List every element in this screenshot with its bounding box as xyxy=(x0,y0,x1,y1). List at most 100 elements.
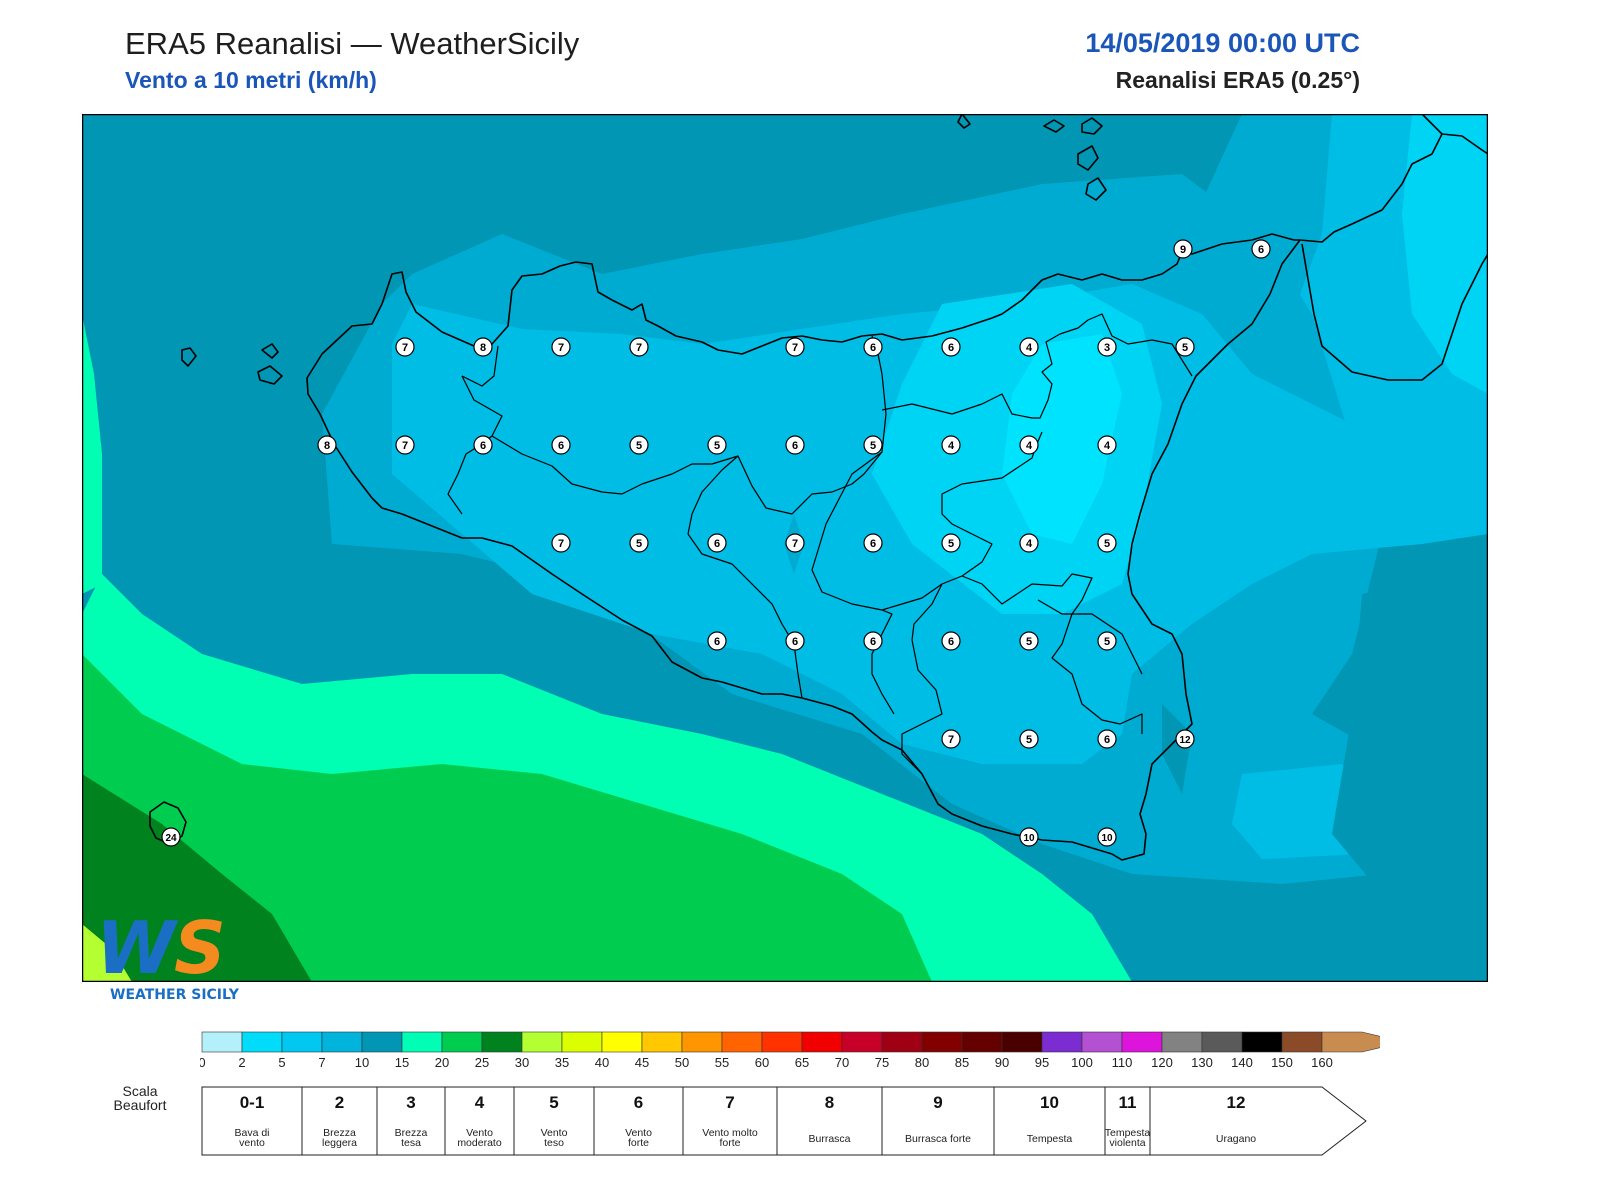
wind-marker-circle xyxy=(1019,337,1039,357)
beaufort-number: 8 xyxy=(825,1093,834,1112)
wind-marker: 5 xyxy=(1019,729,1039,749)
colorbar-tick-label: 15 xyxy=(395,1055,409,1070)
wind-marker-value: 6 xyxy=(870,342,876,354)
beaufort-name: moderato xyxy=(457,1137,502,1149)
colorbar-tick-label: 120 xyxy=(1151,1055,1173,1070)
wind-marker-circle xyxy=(1173,239,1193,259)
beaufort-label-2: Beaufort xyxy=(114,1097,167,1113)
beaufort-number: 4 xyxy=(475,1093,485,1112)
colorbar-swatch xyxy=(441,1031,483,1053)
wind-marker: 7 xyxy=(785,337,805,357)
wind-marker-circle xyxy=(629,337,649,357)
logo-w-letter: W xyxy=(96,906,179,990)
colorbar-tick-label: 130 xyxy=(1191,1055,1213,1070)
beaufort-name: forte xyxy=(719,1137,740,1149)
wind-marker-value: 5 xyxy=(1026,636,1032,648)
wind-marker-circle xyxy=(941,533,961,553)
wind-marker-circle xyxy=(785,435,805,455)
colorbar-tick-label: 2 xyxy=(238,1055,245,1070)
wind-marker-circle xyxy=(1097,827,1117,847)
wind-marker-circle xyxy=(863,631,883,651)
beaufort-name: Bava di xyxy=(234,1127,269,1139)
wind-marker: 4 xyxy=(1019,337,1039,357)
colorbar-tick-label: 60 xyxy=(755,1055,769,1070)
beaufort-name: Brezza xyxy=(395,1127,428,1139)
colorbar-tick-label: 160 xyxy=(1311,1055,1333,1070)
sicily-coastline xyxy=(306,233,1301,861)
wind-marker-value: 6 xyxy=(792,636,798,648)
colorbar-tick-label: 35 xyxy=(555,1055,569,1070)
wind-marker-circle xyxy=(551,533,571,553)
wind-marker-value: 6 xyxy=(1104,734,1110,746)
beaufort-number: 11 xyxy=(1119,1093,1137,1112)
wind-marker-circle xyxy=(473,337,493,357)
beaufort-number: 2 xyxy=(335,1093,344,1112)
colorbar-tick-label: 7 xyxy=(318,1055,325,1070)
wind-marker: 10 xyxy=(1019,827,1039,847)
wind-marker-value: 3 xyxy=(1104,342,1110,354)
beaufort-number: 6 xyxy=(634,1093,643,1112)
wind-marker-value: 8 xyxy=(324,440,330,452)
beaufort-name: Vento xyxy=(541,1127,568,1139)
field-west-15-20 xyxy=(82,314,102,594)
wind-marker-circle xyxy=(785,533,805,553)
wind-marker: 5 xyxy=(941,533,961,553)
colorbar-swatch xyxy=(561,1031,603,1053)
wind-marker-value: 5 xyxy=(714,440,720,452)
beaufort-cell xyxy=(682,1086,778,1156)
wind-marker: 3 xyxy=(1097,337,1117,357)
colorbar-swatch xyxy=(241,1031,283,1053)
map-border xyxy=(82,114,1488,982)
colorbar-tick-label: 80 xyxy=(915,1055,929,1070)
wind-marker: 6 xyxy=(551,435,571,455)
wind-marker-value: 5 xyxy=(870,440,876,452)
wind-marker-value: 6 xyxy=(714,538,720,550)
wind-marker: 6 xyxy=(863,337,883,357)
colorbar-tick-label: 45 xyxy=(635,1055,649,1070)
wind-marker-value: 12 xyxy=(1179,735,1191,746)
wind-marker-circle xyxy=(395,435,415,455)
colorbar-swatch xyxy=(1041,1031,1083,1053)
beaufort-name: Burrasca forte xyxy=(905,1133,971,1145)
colorbar-swatch xyxy=(961,1031,1003,1053)
wind-marker-circle xyxy=(1097,631,1117,651)
logo-text: WEATHER SICILY xyxy=(110,987,240,1003)
wind-marker: 12 xyxy=(1175,729,1195,749)
beaufort-name: teso xyxy=(544,1137,564,1149)
wind-marker-circle xyxy=(941,337,961,357)
colorbar-swatch xyxy=(361,1031,403,1053)
field-right-lobe xyxy=(1332,564,1488,894)
wind-marker-value: 7 xyxy=(792,342,798,354)
wind-marker-value: 6 xyxy=(870,636,876,648)
wind-marker: 5 xyxy=(1097,533,1117,553)
wind-marker: 4 xyxy=(1097,435,1117,455)
beaufort-cell xyxy=(513,1086,595,1156)
wind-marker-value: 7 xyxy=(558,538,564,550)
wind-marker: 4 xyxy=(1019,533,1039,553)
wind-marker-value: 5 xyxy=(636,538,642,550)
wind-marker-circle xyxy=(941,729,961,749)
wind-marker-value: 9 xyxy=(1180,244,1186,256)
field-southwest-30-35 xyxy=(82,924,132,982)
province-boundary-5 xyxy=(811,431,1043,611)
wind-marker-circle xyxy=(863,337,883,357)
wind-marker: 5 xyxy=(1019,631,1039,651)
colorbar-tick-label: 55 xyxy=(715,1055,729,1070)
wind-marker: 7 xyxy=(551,337,571,357)
colorbar-tick-label: 40 xyxy=(595,1055,609,1070)
field-southwest-25-30 xyxy=(82,774,312,982)
wind-marker-circle xyxy=(1019,533,1039,553)
beaufort-number: 9 xyxy=(933,1093,942,1112)
wind-marker: 6 xyxy=(1251,239,1271,259)
wind-map: 7 8 7 7 7 6 6 4 3 5 8 7 6 6 5 5 6 5 4 4 4 7 5 6 7 6 5 4 5 6 6 6 6 5 5 7 5 6 12… xyxy=(82,114,1488,982)
colorbar-swatch xyxy=(1161,1031,1203,1053)
beaufort-cell xyxy=(1149,1086,1367,1156)
colorbar-swatch xyxy=(761,1031,803,1053)
wind-marker-value: 6 xyxy=(948,636,954,648)
wind-marker-value: 6 xyxy=(792,440,798,452)
beaufort-number: 10 xyxy=(1040,1093,1059,1112)
wind-marker: 6 xyxy=(863,631,883,651)
wind-marker: 6 xyxy=(941,631,961,651)
pantelleria-island xyxy=(149,801,187,845)
wind-marker-circle xyxy=(629,533,649,553)
